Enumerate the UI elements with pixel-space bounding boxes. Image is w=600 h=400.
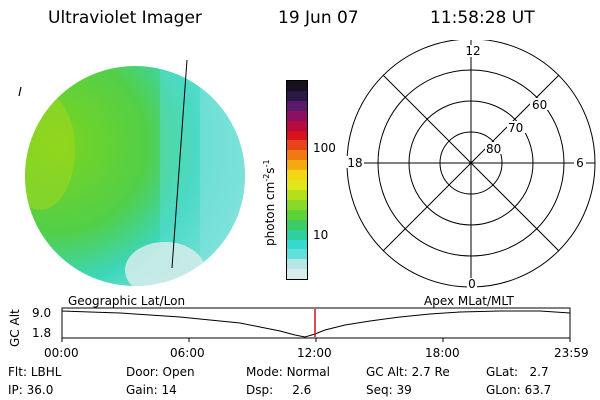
colorbar-segment [287, 259, 307, 270]
mlt-label-12: 12 [465, 44, 480, 58]
timeline-x-tick-0: 00:00 [44, 346, 79, 360]
timeline-left-title: Geographic Lat/Lon [68, 294, 186, 308]
gc-alt-curve [61, 310, 571, 338]
mlt-label-6: 6 [576, 156, 584, 170]
lat-label-80: 80 [486, 142, 501, 156]
colorbar-segment [287, 110, 307, 121]
colorbar-segment [287, 269, 307, 280]
colorbar [286, 80, 308, 280]
meridian-diag-2 [382, 74, 560, 252]
colorbar-segment [287, 170, 307, 181]
direction-mark [18, 86, 22, 97]
colorbar-tick-10: 10 [313, 228, 329, 242]
lat-label-60: 60 [532, 98, 547, 112]
polar-grid: 12 18 6 0 60 70 80 [346, 40, 596, 291]
image-date: 19 Jun 07 [278, 8, 359, 28]
colorbar-segment [287, 90, 307, 101]
dsp-info: Dsp: 2.6 [246, 383, 312, 397]
gain-info: Gain: 14 [126, 383, 177, 397]
timeline-x-tick-3: 18:00 [425, 346, 460, 360]
timeline-y-tick-max: 9.0 [32, 306, 52, 320]
colorbar-segment [287, 239, 307, 250]
glon-info: GLon: 63.7 [486, 383, 552, 397]
terminator-line [171, 59, 188, 269]
colorbar-segment [287, 199, 307, 210]
mlt-label-0: 0 [468, 277, 476, 291]
earth-uv-image [18, 59, 245, 286]
lat-label-70: 70 [508, 121, 523, 135]
app-title: Ultraviolet Imager [48, 8, 202, 28]
timeline-plot [61, 307, 571, 342]
timeline-y-tick-min: 1.8 [32, 326, 52, 340]
colorbar-segment [287, 150, 307, 161]
colorbar-segment [287, 100, 307, 111]
ip-info: IP: 36.0 [8, 383, 54, 397]
colorbar-segment [287, 81, 307, 91]
timeline-x-tick-1: 06:00 [170, 346, 205, 360]
filter-info: Flt: LBHL [8, 365, 62, 379]
colorbar-segment [287, 180, 307, 190]
timeline-x-tick-4: 23:59 [554, 346, 589, 360]
colorbar-segment [287, 219, 307, 230]
colorbar-tick-100: 100 [313, 141, 336, 155]
colorbar-segment [287, 160, 307, 171]
colorbar-label: photon cm-2s-1 [262, 159, 277, 246]
colorbar-segment [287, 249, 307, 260]
image-time: 11:58:28 UT [430, 8, 535, 28]
timeline-right-title: Apex MLat/MLT [424, 294, 514, 308]
colorbar-segment [287, 209, 307, 220]
colorbar-segment [287, 189, 307, 200]
glat-info: GLat: 2.7 [486, 365, 549, 379]
colorbar-segment [287, 130, 307, 141]
mode-info: Mode: Normal [246, 365, 330, 379]
seq-info: Seq: 39 [366, 383, 412, 397]
timeline-x-tick-2: 12:00 [297, 346, 332, 360]
colorbar-segment [287, 140, 307, 151]
colorbar-segment [287, 229, 307, 240]
colorbar-segment [287, 120, 307, 131]
gc-alt-info: GC Alt: 2.7 Re [366, 365, 450, 379]
mlt-label-18: 18 [347, 156, 362, 170]
door-info: Door: Open [126, 365, 195, 379]
